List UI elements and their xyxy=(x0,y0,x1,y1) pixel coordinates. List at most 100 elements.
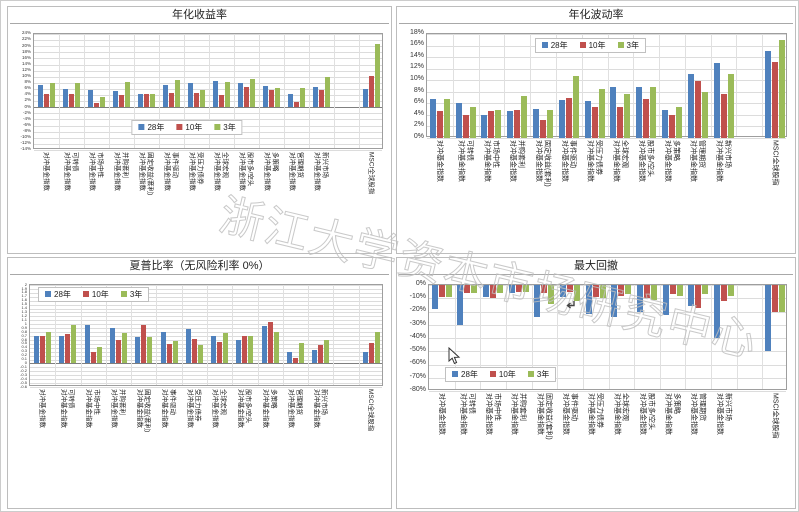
bar-28年 xyxy=(185,328,191,364)
x-category-label: 可转债 对冲基金指数 xyxy=(58,152,83,191)
gridline xyxy=(427,91,786,93)
y-tick-label: 6% xyxy=(24,85,31,91)
chart-sharpe-ratio: 2 1.9 1.8 1.7 1.6 1.5 1.4 1.3 1.2 1.1 1 0.9 0.8 0.7 0.… xyxy=(11,278,388,506)
bar-28年 xyxy=(59,335,65,364)
x-category-label: 并购套利 对冲基金指数 xyxy=(505,393,531,435)
x-category-text: 市场中性 对冲基金指数 xyxy=(483,140,499,182)
gridline xyxy=(234,34,235,148)
x-category-label: MSCI全球股指 xyxy=(358,389,383,431)
x-category-text: MSCI全球股指 xyxy=(771,140,779,186)
gridline xyxy=(34,76,382,78)
x-category-label: 市场中性 对冲基金指数 xyxy=(478,140,504,182)
x-category-text: 股市多/空头 对冲基金指数 xyxy=(238,152,254,191)
bar-3年 xyxy=(223,333,229,364)
bar-28年 xyxy=(84,325,90,364)
bar-3年 xyxy=(701,91,708,138)
bar-3年 xyxy=(779,39,786,138)
x-category-text: 固定收益(套利) 对冲基金指数 xyxy=(536,393,552,440)
chart-panel-sharpe-ratio: 夏普比率（无风险利率 0%） 2 1.9 1.8 1.7 1.6 1.5 1.4 1.3 1.2… xyxy=(7,257,392,509)
bar-28年 xyxy=(483,285,490,297)
bar-3年 xyxy=(46,332,52,364)
legend-swatch-icon xyxy=(82,291,89,297)
gridline xyxy=(358,285,360,385)
bar-28年 xyxy=(263,86,268,108)
bar-3年 xyxy=(300,87,305,108)
bar-28年 xyxy=(611,285,618,317)
y-tick-label: 4% xyxy=(24,91,31,97)
bar-28年 xyxy=(138,93,143,108)
x-category-text: 多策略 对冲基金指数 xyxy=(263,152,279,191)
x-category-text: 受压力债券 对冲基金指数 xyxy=(188,152,204,191)
gridline xyxy=(34,143,382,145)
legend-item: 3年 xyxy=(617,40,639,51)
gridline xyxy=(736,285,738,389)
bar-10年 xyxy=(436,110,443,138)
bar-28年 xyxy=(507,111,514,138)
x-category-text: 受压力债券 对冲基金指数 xyxy=(587,393,604,435)
gridline xyxy=(34,88,382,90)
bar-10年 xyxy=(219,95,224,108)
gridline xyxy=(34,82,382,84)
bar-3年 xyxy=(75,82,80,108)
bar-28年 xyxy=(313,87,318,108)
x-category-text: MSCI全球股指 xyxy=(367,389,375,432)
legend-swatch-icon xyxy=(452,371,458,377)
chart-max-drawdown: 0% -10% -20% -30% -40% -50% -60% -70% -80% 28年 10年… xyxy=(400,278,792,506)
legend-swatch-icon xyxy=(214,124,221,130)
legend-item: 10年 xyxy=(579,40,606,51)
y-tick-label: -2% xyxy=(22,109,31,115)
bar-28年 xyxy=(34,335,40,364)
bar-28年 xyxy=(88,89,93,108)
legend-label: 3年 xyxy=(536,370,550,379)
bar-3年 xyxy=(225,82,230,108)
gridline xyxy=(608,285,610,389)
gridline xyxy=(333,285,335,385)
x-category-label: 受压力债券 对冲基金指数 xyxy=(181,389,206,428)
gridline xyxy=(284,34,285,148)
chart-title: 夏普比率（无风险利率 0%） xyxy=(10,259,389,275)
bar-28年 xyxy=(213,80,218,108)
plot-area: 28年 10年 3年 xyxy=(29,284,383,388)
x-category-text: 市场中性 对冲基金指数 xyxy=(85,389,100,428)
bar-10年 xyxy=(695,285,702,308)
legend-label: 10年 xyxy=(185,123,203,132)
x-category-text: 股市多/空头 对冲基金指数 xyxy=(638,393,655,435)
bar-10年 xyxy=(668,114,675,138)
bar-3年 xyxy=(374,332,380,364)
x-category-text: 多策略 对冲基金指数 xyxy=(664,393,680,435)
bar-3年 xyxy=(71,325,77,364)
gridline xyxy=(34,64,382,66)
x-category-text: MSCI全球股指 xyxy=(367,152,375,195)
bar-10年 xyxy=(294,102,299,108)
gridline xyxy=(34,119,382,121)
bar-28年 xyxy=(636,285,643,312)
gridline xyxy=(30,304,382,306)
legend-swatch-icon xyxy=(138,124,145,130)
bar-3年 xyxy=(250,79,255,108)
y-tick-label: 12% xyxy=(21,66,31,72)
x-category-text: 对冲基金指数 xyxy=(436,140,444,182)
x-category-label: 全球宏观 对冲基金指数 xyxy=(607,140,633,182)
bar-10年 xyxy=(191,338,197,364)
y-tick-label: -12% xyxy=(20,140,31,146)
gridline xyxy=(34,46,382,48)
bar-3年 xyxy=(497,285,504,293)
legend-label: 10年 xyxy=(588,41,606,50)
bar-28年 xyxy=(533,109,540,138)
legend-label: 28年 xyxy=(147,123,165,132)
legend: 28年 10年 3年 xyxy=(445,367,557,382)
chart-annualized-volatility: 18% 16% 14% 12% 10% 8% 6% 4% 2% 0% 28年 10年 3年 对冲基金指数 可… xyxy=(400,27,792,251)
gridline xyxy=(84,34,85,148)
gridline xyxy=(633,34,635,136)
bar-10年 xyxy=(720,93,727,138)
gridline xyxy=(30,296,382,298)
bar-10年 xyxy=(94,102,99,108)
gridline xyxy=(504,34,506,136)
y-tick-label: 1.1 xyxy=(21,316,27,322)
bar-10年 xyxy=(490,285,497,299)
x-axis: 对冲基金指数 可转债 对冲基金指数 市场中性 对冲基金指数 并购套利 对冲基金指数 固定… xyxy=(29,387,383,483)
y-tick-label: -14% xyxy=(20,146,31,152)
gridline xyxy=(232,285,234,385)
gridline xyxy=(34,107,382,109)
legend-label: 10年 xyxy=(91,290,109,299)
